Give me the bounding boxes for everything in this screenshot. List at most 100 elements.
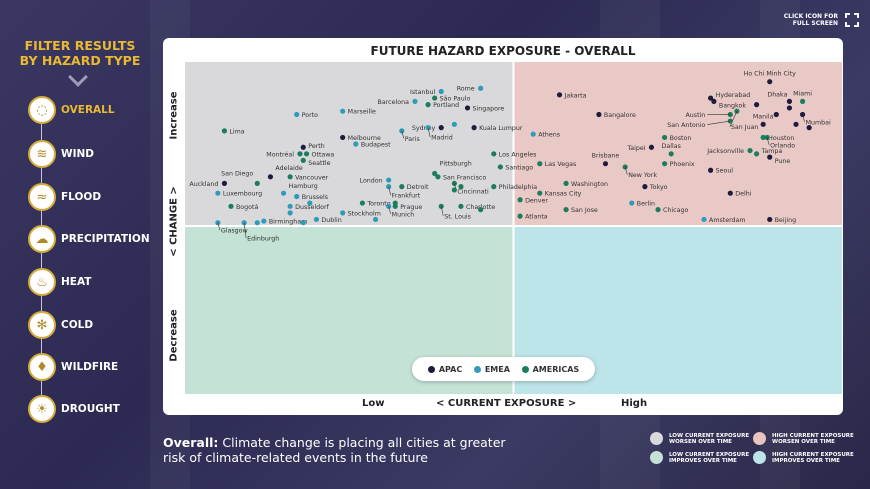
data-point-americas [662,161,668,167]
hazard-filter-cold[interactable]: ✻ COLD [28,311,93,339]
point-label: Toronto [366,201,390,208]
hazard-filter-precipitation[interactable]: ☁ PRECIPITATION [28,225,150,253]
data-point-emea [353,141,359,147]
footer-text: Climate change is placing all cities at … [163,435,506,465]
data-point-americas [392,203,398,209]
x-tick-low: Low [362,398,385,409]
point-label: Cincinnati [457,188,489,195]
quadrant-legend-line: WORSEN OVER TIME [669,438,732,445]
point-label: São Paulo [440,96,471,103]
hazard-filter-label: HEAT [61,276,92,288]
legend-label: AMERICAS [532,364,580,374]
point-label: Washington [571,181,608,188]
data-point-apac [267,174,274,180]
rain-cloud-icon: ☁ [28,225,56,253]
point-label: Prague [400,204,422,211]
quadrant-low-increase [185,62,513,225]
data-point-emea [372,216,379,223]
hazard-filter-label: FLOOD [61,191,102,203]
data-point-emea [300,220,306,226]
quadrant-swatch [650,432,663,445]
quadrant-legend-item: LOW CURRENT EXPOSURE IMPROVES OVER TIME [650,451,760,464]
data-point-americas [497,164,503,170]
legend-item-apac[interactable]: APAC [427,365,462,374]
fullscreen-hint-line: CLICK ICON FOR [783,13,838,20]
quadrant-legend-item: LOW CURRENT EXPOSURE WORSEN OVER TIME [650,432,760,445]
data-point-americas [458,184,464,190]
flood-icon: ≈ [28,183,56,211]
data-point-americas [399,184,405,190]
point-label: Pune [775,158,791,165]
quadrant-swatch [753,451,766,464]
quadrant-legend-line: LOW CURRENT EXPOSURE [669,451,750,458]
data-point-emea [629,200,635,206]
leader-line [217,222,221,231]
data-point-apac [786,105,793,111]
hazard-filter-wildfire[interactable]: ♦ WILDFIRE [28,353,118,381]
data-point-americas [517,197,523,203]
data-point-americas [747,147,753,154]
data-point-emea [340,210,346,216]
hazard-filter-flood[interactable]: ≈ FLOOD [28,183,101,211]
point-label: Philadelphia [499,184,538,191]
point-label: Munich [392,211,415,218]
point-label: Hyderabad [716,92,751,99]
data-point-apac [596,111,602,118]
leader-line [802,114,805,123]
region-legend: APAC EMEA AMERICAS [412,357,595,381]
leader-line [729,111,738,127]
cycle-icon: ◌ [28,96,56,124]
data-point-emea [254,220,260,226]
quadrant-legend-line: HIGH CURRENT EXPOSURE [772,432,854,439]
data-point-emea [451,121,457,127]
data-point-apac [806,125,812,131]
data-point-emea [307,200,313,206]
data-point-americas [517,213,523,219]
footer-bold: Overall: [163,435,219,450]
point-label: Austin [686,112,706,119]
data-point-apac [708,95,714,101]
leader-line [388,186,391,196]
point-label: Tampa [761,148,783,155]
data-point-americas [799,98,806,104]
legend-item-americas[interactable]: AMERICAS [521,364,580,374]
hazard-filter-overall[interactable]: ◌ OVERALL [28,96,115,124]
point-label: Athens [538,132,560,139]
point-label: Ottawa [312,151,335,158]
x-axis-label: < CURRENT EXPOSURE > [436,398,577,409]
data-point-americas [254,180,260,186]
point-label: St. Louis [444,213,471,220]
data-point-apac [767,79,773,85]
data-point-emea [294,111,300,118]
point-label: Dhaka [767,91,787,98]
legend-item-emea[interactable]: EMEA [473,365,510,374]
sidebar-title: FILTER RESULTS BY HAZARD TYPE [10,38,150,68]
hazard-filter-heat[interactable]: ♨ HEAT [28,268,91,296]
quadrant-legend-text: HIGH CURRENT EXPOSURE IMPROVES OVER TIME [772,452,854,464]
data-point-emea [340,108,346,114]
footer-summary: Overall: Climate change is placing all c… [163,435,523,465]
point-label: Mumbai [806,119,831,126]
data-point-emea [386,177,392,183]
data-point-americas [491,151,497,157]
point-label: Budapest [361,142,391,149]
point-label: Miami [793,90,812,97]
point-label: Houston [768,135,794,142]
data-point-americas [359,200,365,206]
data-point-apac [711,98,717,104]
point-label: Santiago [505,164,533,171]
leader-line [707,120,731,125]
hazard-filter-drought[interactable]: ☀ DROUGHT [28,395,120,423]
data-point-americas [537,161,543,167]
leader-line [766,137,770,146]
data-point-americas [563,180,569,186]
point-label: Dusseldorf [295,204,329,211]
point-label: Boston [670,135,692,142]
point-label: Barcelona [378,99,410,106]
data-point-americas [228,203,234,209]
data-point-americas [425,102,431,108]
data-point-apac [793,121,799,127]
data-point-americas [563,207,569,213]
point-label: Singapore [473,105,505,112]
hazard-filter-wind[interactable]: ≋ WIND [28,140,94,168]
